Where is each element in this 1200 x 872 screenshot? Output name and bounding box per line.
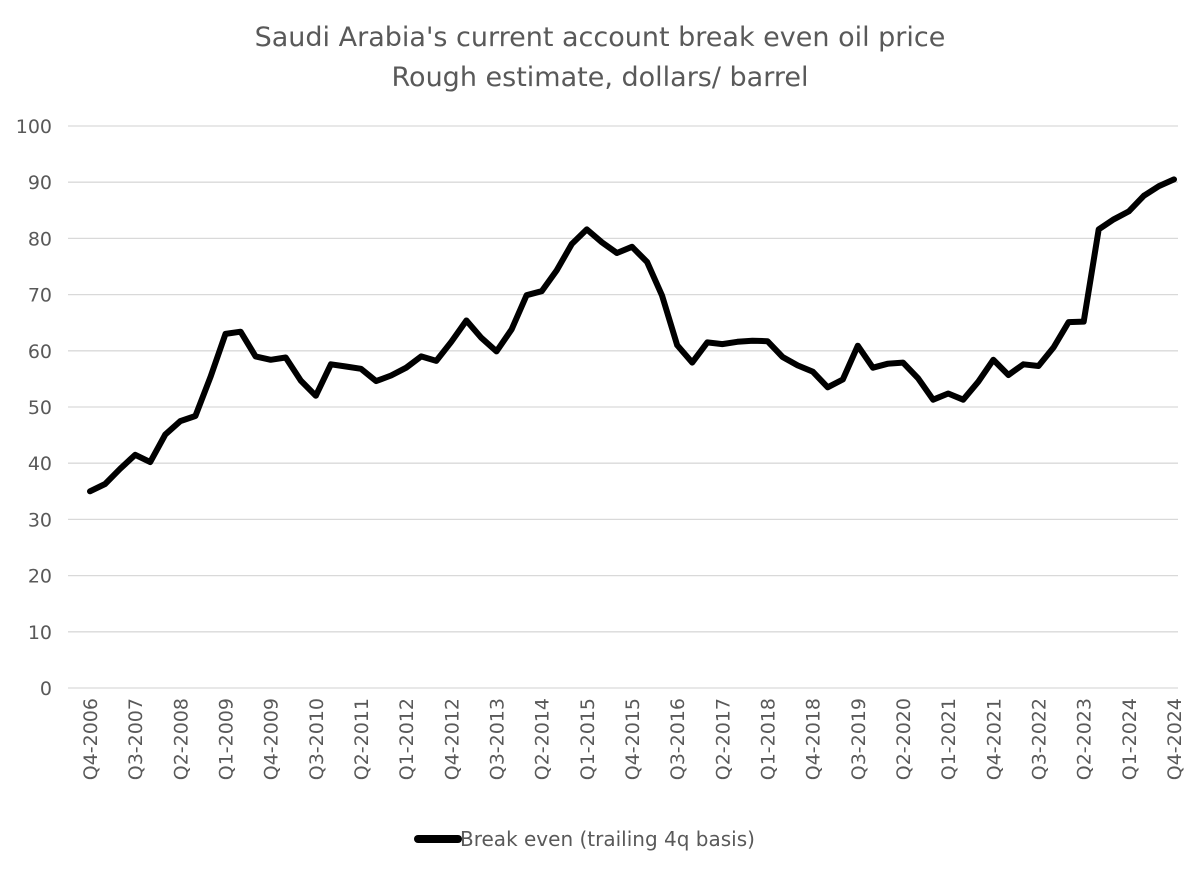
x-tick-label: Q4-2018 <box>803 698 825 780</box>
x-tick-label: Q3-2013 <box>487 698 509 780</box>
x-tick-label: Q2-2023 <box>1074 698 1096 780</box>
chart-subtitle: Rough estimate, dollars/ barrel <box>392 62 809 93</box>
x-tick-label: Q2-2008 <box>170 698 192 780</box>
series-lines <box>87 176 1177 495</box>
x-tick-label: Q1-2024 <box>1119 698 1141 780</box>
x-tick-label: Q3-2022 <box>1029 698 1051 780</box>
legend: Break even (trailing 4q basis) <box>414 827 755 851</box>
x-tick-label: Q2-2011 <box>351 698 373 780</box>
x-tick-label: Q3-2007 <box>125 698 147 780</box>
x-tick-label: Q4-2012 <box>441 698 463 780</box>
x-tick-label: Q4-2024 <box>1164 698 1186 780</box>
y-axis-ticks: 0 10 20 30 40 50 60 70 80 90 100 <box>16 116 52 700</box>
y-tick-label: 80 <box>28 228 52 250</box>
y-tick-label: 20 <box>28 566 52 588</box>
x-tick-label: Q2-2020 <box>893 698 915 780</box>
x-tick-label: Q3-2010 <box>306 698 328 780</box>
x-tick-label: Q1-2021 <box>938 698 960 780</box>
x-tick-label: Q4-2006 <box>80 698 102 780</box>
y-tick-label: 30 <box>28 509 52 531</box>
x-tick-label: Q2-2014 <box>532 698 554 780</box>
x-tick-label: Q3-2016 <box>667 698 689 780</box>
x-tick-label: Q2-2017 <box>712 698 734 780</box>
x-tick-label: Q4-2009 <box>261 698 283 780</box>
y-tick-label: 70 <box>28 285 52 307</box>
x-tick-label: Q4-2021 <box>983 698 1005 780</box>
x-tick-label: Q1-2018 <box>758 698 780 780</box>
y-tick-label: 90 <box>28 172 52 194</box>
y-tick-label: 100 <box>16 116 52 138</box>
x-tick-label: Q3-2019 <box>848 698 870 780</box>
y-tick-label: 10 <box>28 622 52 644</box>
y-tick-label: 60 <box>28 341 52 363</box>
legend-label: Break even (trailing 4q basis) <box>460 827 755 851</box>
gridlines <box>68 125 1178 689</box>
y-tick-label: 40 <box>28 453 52 475</box>
x-axis-ticks: Q4-2006 Q3-2007 Q2-2008 Q1-2009 Q4-2009 Q3-20… <box>80 698 1186 780</box>
x-tick-label: Q1-2015 <box>577 698 599 780</box>
chart-title: Saudi Arabia's current account break eve… <box>255 22 946 53</box>
series-line-break-even <box>87 176 1177 495</box>
x-tick-label: Q1-2012 <box>396 698 418 780</box>
x-tick-label: Q1-2009 <box>216 698 238 780</box>
y-tick-label: 50 <box>28 397 52 419</box>
y-tick-label: 0 <box>40 678 52 700</box>
x-tick-label: Q4-2015 <box>622 698 644 780</box>
